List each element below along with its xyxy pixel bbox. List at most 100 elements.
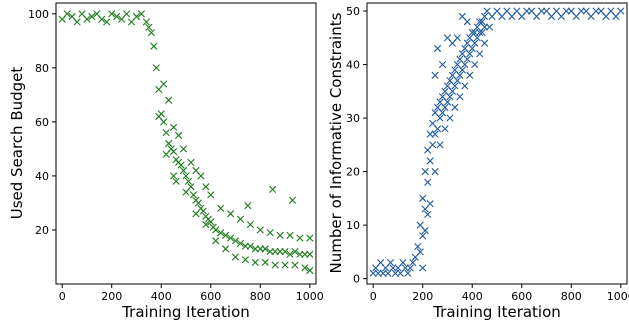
right-data-point [451,103,459,111]
right-data-point [485,23,494,31]
left-data-point [182,172,190,180]
left-data-point [174,131,183,139]
right-data-point [406,264,414,272]
left-y-tick-label: 40 [35,170,49,183]
right-data-point [419,232,427,240]
right-data-point [424,178,432,186]
left-data-point [222,231,230,239]
left-data-point [98,15,106,23]
left-data-point [152,64,160,72]
right-x-tick-label: 0 [370,290,377,303]
right-y-axis-label: Number of Informative Constraints [327,12,345,273]
left-scatter-points [58,10,314,275]
left-data-point [182,188,190,196]
left-x-tick-label: 600 [200,290,221,303]
right-data-point [461,60,469,69]
left-data-point [222,245,230,253]
right-data-point [451,82,459,90]
left-x-tick-label: 200 [101,290,122,303]
right-data-point [409,259,417,267]
left-x-tick-label: 800 [250,290,271,303]
left-data-point [162,129,170,137]
left-y-axis-label: Used Search Budget [8,67,26,220]
right-data-point [617,7,625,15]
right-data-point [433,125,442,133]
left-y-ticks: 20 40 60 80 100 [28,8,56,237]
left-data-point [137,10,146,18]
right-data-point [478,18,486,26]
left-data-point [179,166,188,175]
right-data-point [463,55,471,63]
left-data-point [306,266,314,275]
right-x-tick-label: 400 [462,290,483,303]
right-data-point [433,44,442,53]
left-x-tick-label: 0 [59,290,66,303]
right-data-point [476,50,484,58]
left-data-point [170,148,178,156]
left-data-point [212,237,220,245]
right-data-point [436,114,444,122]
left-y-tick-label: 80 [35,62,49,75]
left-data-point [236,239,245,248]
left-data-point [256,226,264,234]
right-data-point [421,226,429,235]
right-data-point [431,130,439,138]
left-data-point [261,245,269,253]
left-data-point [231,237,240,245]
left-data-point [113,12,121,21]
right-plot-frame [366,2,628,285]
left-data-point [165,96,173,104]
left-data-point [165,139,173,148]
right-y-tick-label: 30 [346,112,360,125]
left-data-point [266,229,274,237]
left-data-point [150,42,158,50]
left-data-point [246,220,254,229]
right-data-point [481,39,489,47]
right-data-point [419,264,427,272]
left-data-point [207,218,215,226]
left-data-point [194,199,202,207]
left-data-point [244,202,252,210]
right-data-point [421,168,429,176]
right-data-point [478,28,486,37]
left-data-point [192,210,200,218]
right-x-tick-label: 1000 [607,290,629,303]
right-data-point [471,60,479,69]
right-data-point [436,141,444,149]
right-data-point [399,259,407,267]
left-data-point [306,250,314,258]
right-data-point [456,71,464,79]
left-data-point [291,247,299,256]
right-data-point [441,103,449,111]
right-data-point [441,125,449,133]
right-y-tick-label: 20 [346,166,360,179]
left-data-point [162,150,170,158]
right-x-axis-label: Training Iteration [432,303,561,321]
left-data-point [199,207,207,215]
right-x-tick-label: 600 [511,290,532,303]
left-y-tick-label: 100 [28,8,49,21]
left-data-point [286,250,294,258]
left-data-point [108,10,116,18]
right-data-point [468,44,476,53]
left-data-point [212,226,220,234]
right-data-point [416,248,424,256]
right-data-point [453,34,461,42]
left-x-axis-label: Training Iteration [121,303,250,321]
left-data-point [63,10,71,18]
right-data-point [481,12,489,20]
left-data-point [296,234,304,242]
left-y-tick-label: 20 [35,224,49,237]
left-data-point [172,177,180,185]
left-data-point [231,253,240,261]
right-x-tick-label: 200 [412,290,433,303]
right-y-tick-label: 40 [346,59,360,72]
left-data-point [246,242,254,250]
left-data-point [184,177,193,185]
right-data-point [443,98,452,106]
left-data-point [281,247,289,256]
left-data-point [226,210,235,218]
left-data-point [271,261,279,269]
left-data-point [83,15,91,23]
